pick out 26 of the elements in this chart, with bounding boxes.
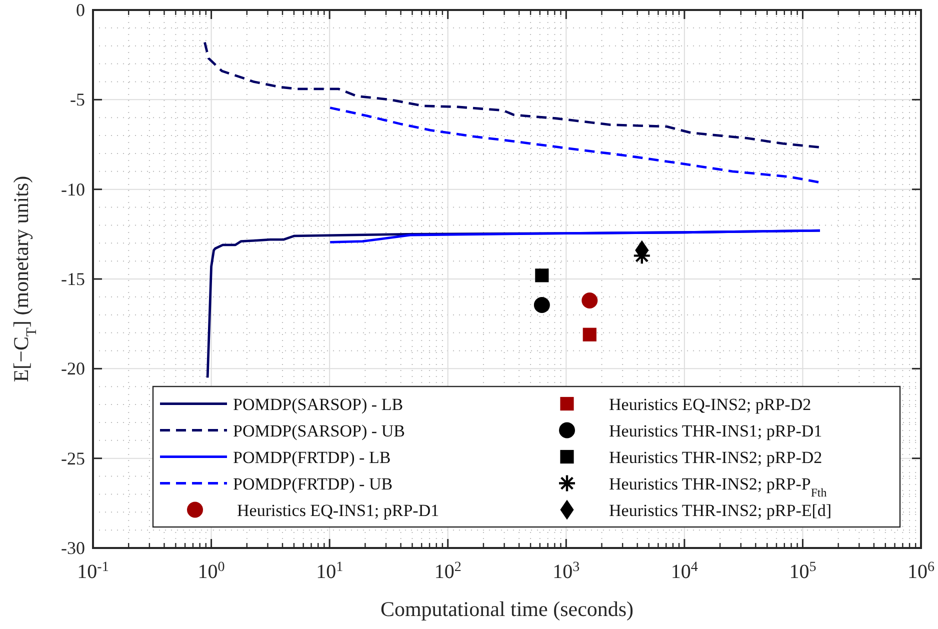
legend-label: POMDP(SARSOP) - UB [233, 421, 405, 440]
legend-label: Heuristics THR-INS2; pRP-P$_{Fth}$ [609, 474, 827, 500]
legend-label: Heuristics THR-INS2; pRP-E[d] [609, 500, 832, 520]
legend-label: Heuristics EQ-INS2; pRP-D2 [609, 394, 812, 414]
x-tick-label: 10$^{4}$ [670, 560, 698, 583]
legend-label: Heuristics EQ-INS1; pRP-D1 [237, 500, 440, 520]
y-tick-label: -5 [70, 90, 85, 110]
x-axis-title: Computational time (seconds) [380, 597, 634, 621]
y-tick-label: -30 [61, 538, 85, 558]
x-tick-label: 10$^{1}$ [316, 560, 344, 583]
x-tick-label: 10$^{3}$ [552, 560, 580, 583]
x-tick-label: 10$^{2}$ [434, 560, 462, 583]
x-tick-label: 10$^{0}$ [198, 560, 225, 583]
x-tick-label: 10$^{-1}$ [77, 560, 109, 583]
x-tick-label: 10$^{5}$ [789, 560, 816, 583]
y-tick-label: 0 [76, 0, 85, 20]
legend-label: POMDP(FRTDP) - LB [233, 448, 391, 467]
legend-label: POMDP(SARSOP) - LB [233, 394, 404, 414]
y-tick-label: -20 [61, 358, 85, 379]
y-tick-label: -15 [61, 269, 85, 289]
legend-label: Heuristics THR-INS2; pRP-D2 [609, 448, 822, 467]
y-tick-label: -25 [61, 448, 85, 468]
legend-label: Heuristics THR-INS1; pRP-D1 [609, 421, 822, 440]
y-tick-label: -10 [61, 179, 85, 200]
legend-label: POMDP(FRTDP) - UB [233, 474, 393, 494]
x-tick-label: 10$^{6}$ [908, 560, 934, 583]
